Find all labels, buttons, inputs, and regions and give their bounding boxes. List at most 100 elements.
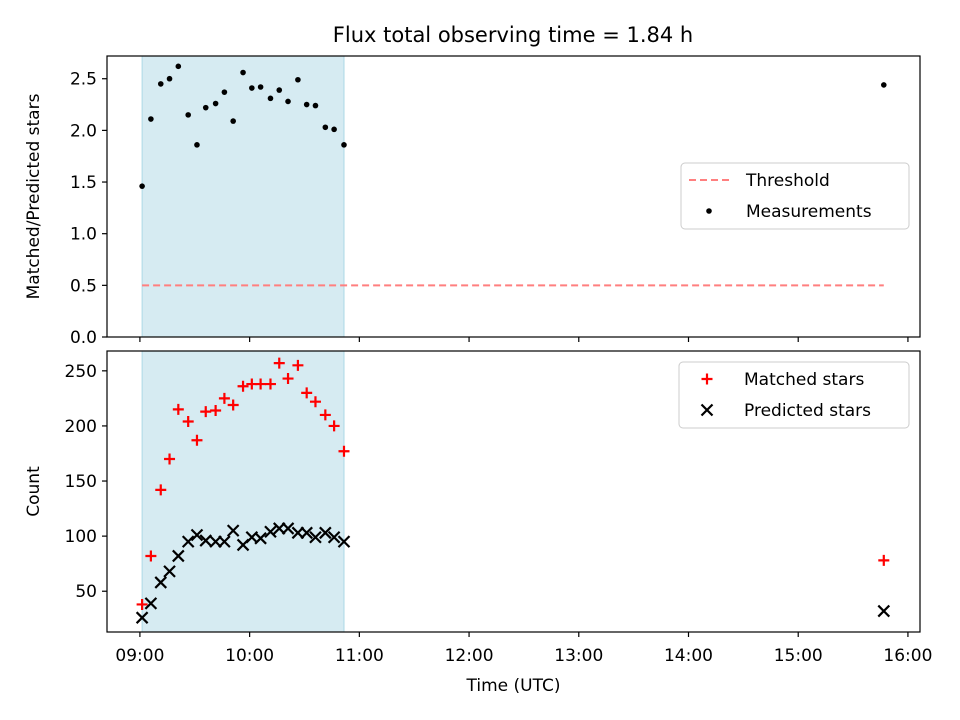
measurements-point: [322, 124, 329, 131]
x-tick-label: 15:00: [774, 646, 823, 666]
measurements-point: [202, 104, 209, 111]
y-tick-label: 100: [65, 527, 97, 547]
legend-label: Predicted stars: [744, 401, 871, 421]
predicted-stars-point: [264, 525, 277, 538]
matched-stars-point: [145, 550, 157, 562]
matched-stars-point: [155, 484, 167, 496]
measurements-point: [175, 63, 182, 70]
measurements-point: [276, 87, 283, 93]
y-tick-label: 2.0: [70, 121, 97, 141]
x-tick-label: 10:00: [225, 646, 274, 666]
predicted-stars-point: [254, 532, 267, 545]
measurements-point: [249, 85, 255, 91]
measurements-point: [230, 118, 236, 124]
y-tick-label: 150: [65, 472, 97, 492]
figure-title: Flux total observing time = 1.84 h: [333, 23, 693, 47]
legend-label: Threshold: [745, 171, 830, 191]
top-panel: 0.0 0.5 1.0 1.5 2.0 2.5 Matched/Predicted star…: [24, 55, 921, 348]
legend-marker-matched: [701, 373, 713, 385]
bottom-panel: 09:00 10:00 11:00 12:00 13:00 14:00 15:00 16:00…: [24, 350, 932, 696]
matched-stars-point: [319, 409, 331, 421]
matched-stars-point: [328, 420, 340, 432]
matched-stars-point: [338, 445, 350, 457]
predicted-stars-point: [154, 576, 168, 589]
matched-stars-point: [878, 554, 890, 566]
matched-stars-point: [227, 399, 239, 411]
measurements-point: [267, 95, 274, 102]
measurements-point: [157, 81, 164, 87]
x-tick-label: 13:00: [554, 646, 603, 666]
y-tick-label: 2.5: [70, 70, 97, 90]
matched-stars-point: [301, 387, 313, 399]
matched-stars-point: [182, 416, 194, 428]
predicted-stars-point: [877, 604, 891, 618]
predicted-stars-point: [163, 565, 176, 578]
y-tick-label: 50: [75, 582, 97, 602]
matched-stars-point: [309, 396, 321, 408]
matched-stars-point: [264, 378, 276, 390]
observing-span: [141, 350, 345, 633]
matched-stars-point: [172, 403, 184, 415]
measurements-point: [185, 112, 191, 118]
predicted-stars-point: [181, 535, 195, 548]
legend-box: [678, 361, 910, 429]
legend-label: Measurements: [746, 202, 872, 222]
y-tick-label: 0.5: [70, 276, 97, 296]
measurements-point: [880, 82, 887, 88]
matched-stars-point: [255, 378, 267, 390]
measurements-point: [194, 142, 200, 148]
predicted-stars-point: [309, 530, 322, 544]
predicted-stars-point: [300, 526, 313, 540]
measurements-point: [257, 84, 264, 90]
matched-stars-point: [164, 453, 176, 465]
measurements-point: [303, 101, 310, 108]
predicted-stars-point: [144, 597, 158, 610]
predicted-stars-point: [226, 524, 240, 537]
measurements-point: [148, 116, 154, 122]
measurements-point: [331, 126, 337, 133]
measurements-point: [166, 75, 173, 82]
legend-label: Matched stars: [744, 370, 864, 390]
legend-marker-measurements: [706, 208, 712, 214]
predicted-stars-point: [218, 535, 231, 548]
measurements-point: [221, 89, 228, 95]
measurements-point: [212, 100, 219, 107]
legend-box: [680, 162, 910, 230]
measurements-point: [312, 102, 319, 109]
predicted-stars-point: [190, 528, 204, 542]
matched-stars-point: [200, 406, 212, 418]
y-tick-label: 200: [65, 417, 97, 437]
predicted-stars-point: [135, 611, 149, 624]
x-axis-label: Time (UTC): [466, 676, 561, 696]
x-tick-label: 14:00: [664, 646, 713, 666]
x-tick-label: 09:00: [115, 646, 164, 666]
predicted-stars-point: [327, 530, 341, 544]
legend-marker-predicted: [700, 403, 714, 417]
y-axis-label: Matched/Predicted stars: [24, 93, 44, 299]
axes-frame: [106, 55, 921, 338]
measurements-point: [240, 69, 246, 76]
matched-stars-point: [210, 405, 222, 417]
predicted-stars-point: [281, 522, 295, 535]
predicted-stars-point: [319, 526, 332, 540]
matched-stars-point: [237, 380, 249, 392]
observing-span: [141, 55, 345, 338]
matched-stars-point: [218, 392, 230, 404]
measurements-point: [341, 142, 347, 148]
x-tick-label: 11:00: [335, 646, 384, 666]
matched-stars-point: [136, 598, 148, 610]
matched-stars-point: [292, 359, 304, 371]
y-tick-label: 250: [65, 362, 97, 382]
x-tick-label: 16:00: [883, 646, 932, 666]
measurements-point: [139, 183, 145, 189]
y-axis-label: Count: [24, 466, 44, 517]
matched-stars-point: [191, 434, 203, 446]
matched-stars-point: [273, 357, 285, 369]
y-tick-label: 1.0: [70, 225, 97, 245]
y-tick-label: 0.0: [70, 328, 97, 348]
matched-stars-point: [282, 373, 294, 385]
x-tick-label: 12:00: [445, 646, 494, 666]
axes-frame: [106, 350, 921, 633]
measurements-point: [285, 98, 291, 105]
